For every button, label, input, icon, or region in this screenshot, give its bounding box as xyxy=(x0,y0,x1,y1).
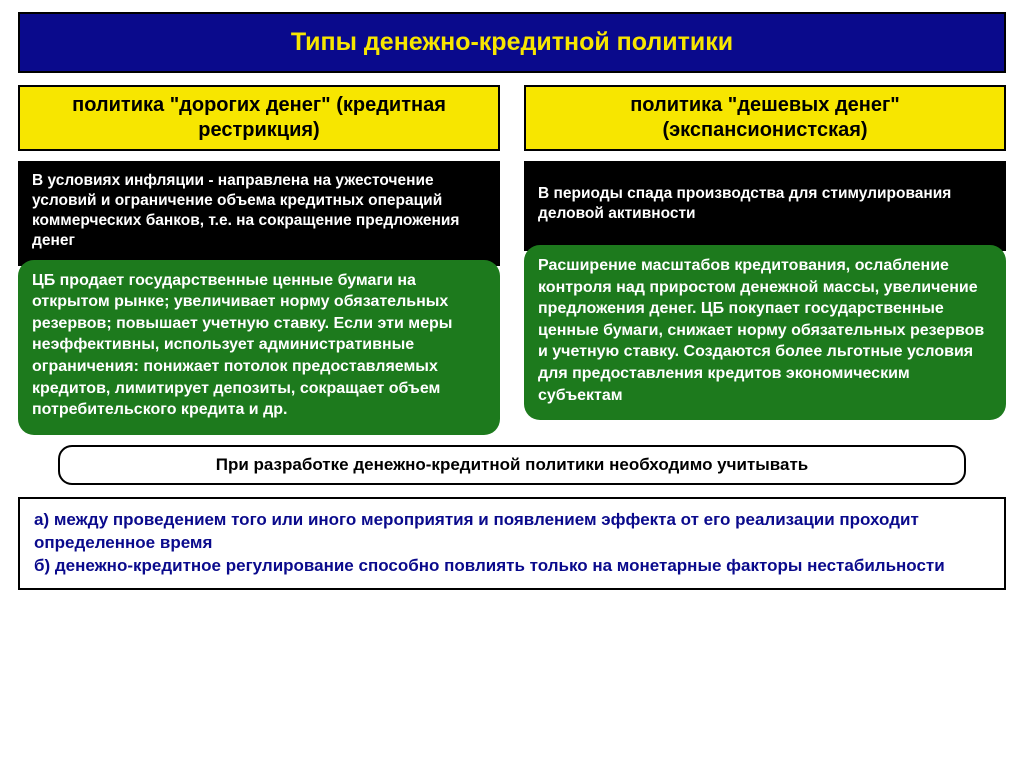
right-subhead: политика "дешевых денег" (экспансионистс… xyxy=(524,85,1006,151)
right-condition-box: В периоды спада производства для стимули… xyxy=(524,161,1006,251)
right-column: политика "дешевых денег" (экспансионистс… xyxy=(524,85,1006,435)
left-column: политика "дорогих денег" (кредитная рест… xyxy=(18,85,500,435)
footer-notes: а) между проведением того или иного меро… xyxy=(18,497,1006,590)
left-subhead: политика "дорогих денег" (кредитная рест… xyxy=(18,85,500,151)
main-title: Типы денежно-кредитной политики xyxy=(18,12,1006,73)
left-description-box: ЦБ продает государственные ценные бумаги… xyxy=(18,260,500,435)
left-condition-box: В условиях инфляции - направлена на ужес… xyxy=(18,161,500,266)
consider-box: При разработке денежно-кредитной политик… xyxy=(58,445,966,485)
two-columns: политика "дорогих денег" (кредитная рест… xyxy=(18,85,1006,435)
consider-wrap: При разработке денежно-кредитной политик… xyxy=(58,445,966,485)
right-description-box: Расширение масштабов кредитования, ослаб… xyxy=(524,245,1006,420)
